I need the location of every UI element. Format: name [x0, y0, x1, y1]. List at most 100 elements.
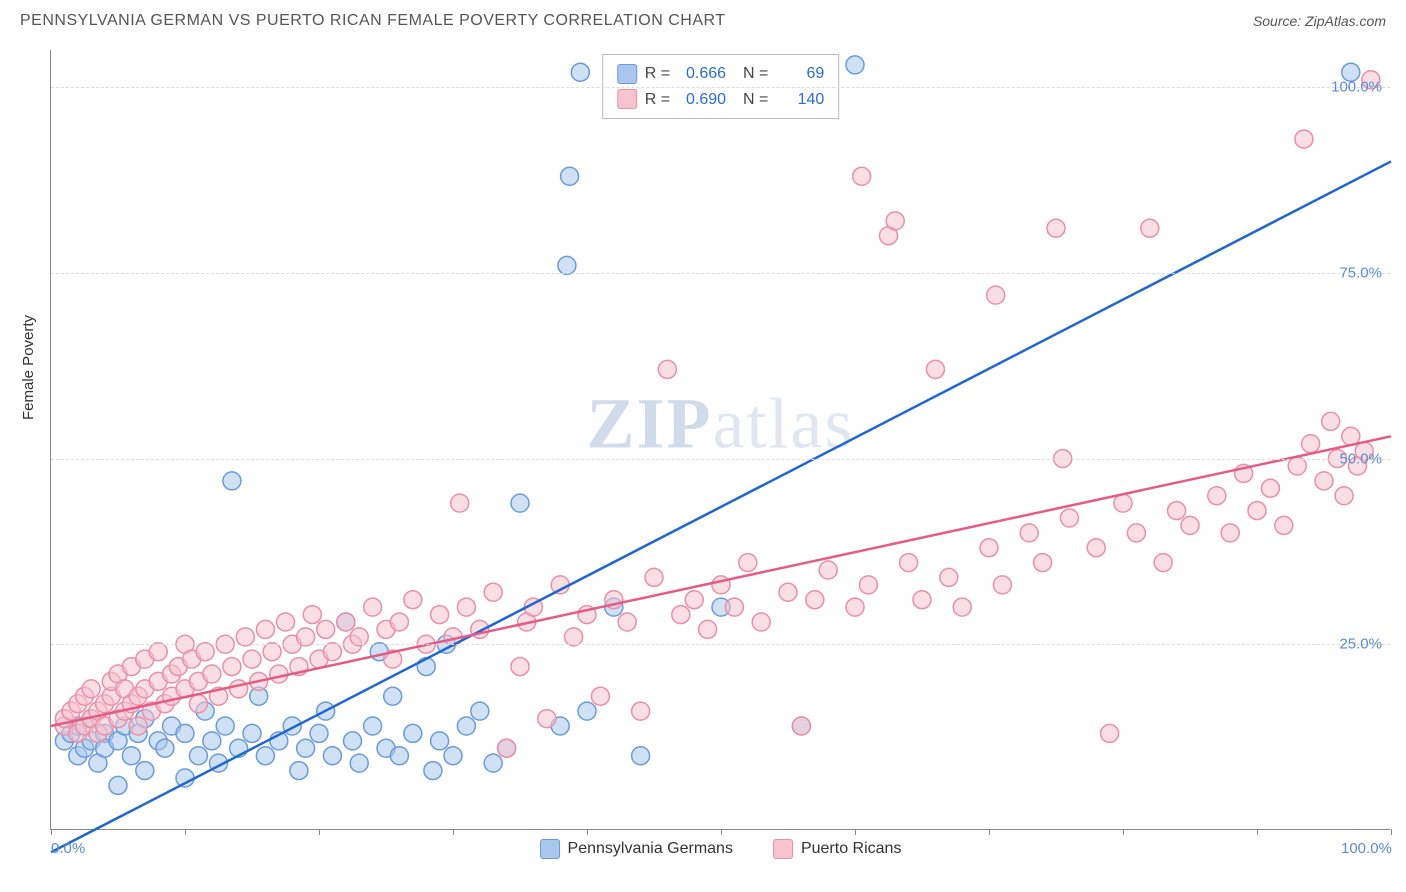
scatter-point	[779, 583, 797, 601]
scatter-point	[846, 56, 864, 74]
scatter-point	[431, 732, 449, 750]
x-tick	[185, 829, 186, 835]
scatter-point	[1261, 479, 1279, 497]
scatter-point	[1047, 219, 1065, 237]
legend-swatch	[617, 89, 637, 109]
scatter-point	[350, 754, 368, 772]
scatter-point	[806, 591, 824, 609]
scatter-point	[819, 561, 837, 579]
stat-label-n: N =	[734, 61, 768, 87]
scatter-point	[632, 702, 650, 720]
y-axis-label: Female Poverty	[20, 315, 37, 420]
scatter-point	[538, 710, 556, 728]
scatter-point	[404, 591, 422, 609]
scatter-point	[156, 739, 174, 757]
scatter-point	[122, 747, 140, 765]
gridline	[51, 459, 1390, 460]
scatter-point	[337, 613, 355, 631]
scatter-point	[511, 494, 529, 512]
scatter-point	[471, 702, 489, 720]
x-tick	[453, 829, 454, 835]
scatter-point	[109, 776, 127, 794]
x-tick	[989, 829, 990, 835]
chart-plot-area: ZIPatlas R =0.666 N =69R =0.690 N =140 P…	[50, 50, 1390, 830]
scatter-point	[484, 754, 502, 772]
plot-svg	[51, 50, 1390, 829]
scatter-point	[431, 606, 449, 624]
scatter-point	[1248, 502, 1266, 520]
x-tick	[855, 829, 856, 835]
legend-stat-row: R = 0.666 N = 69	[617, 61, 825, 87]
scatter-point	[230, 680, 248, 698]
scatter-point	[578, 702, 596, 720]
x-tick	[721, 829, 722, 835]
scatter-point	[725, 598, 743, 616]
scatter-point	[323, 747, 341, 765]
scatter-point	[1141, 219, 1159, 237]
scatter-point	[236, 628, 254, 646]
scatter-point	[451, 494, 469, 512]
scatter-point	[1208, 487, 1226, 505]
scatter-point	[364, 717, 382, 735]
scatter-point	[685, 591, 703, 609]
y-tick-label: 50.0%	[1339, 450, 1382, 467]
x-tick	[1123, 829, 1124, 835]
stat-value-r: 0.666	[678, 61, 726, 87]
scatter-point	[290, 762, 308, 780]
legend-swatch	[540, 839, 560, 859]
scatter-point	[1168, 502, 1186, 520]
stat-label-r: R =	[645, 61, 670, 87]
scatter-point	[571, 63, 589, 81]
scatter-point	[1181, 516, 1199, 534]
gridline	[51, 87, 1390, 88]
scatter-point	[364, 598, 382, 616]
scatter-point	[297, 628, 315, 646]
scatter-point	[1020, 524, 1038, 542]
legend-series: Pennsylvania Germans Puerto Ricans	[540, 839, 902, 859]
gridline	[51, 644, 1390, 645]
scatter-point	[136, 762, 154, 780]
y-tick-label: 25.0%	[1339, 636, 1382, 653]
scatter-point	[658, 360, 676, 378]
scatter-point	[310, 724, 328, 742]
x-tick	[587, 829, 588, 835]
scatter-point	[390, 747, 408, 765]
scatter-point	[561, 167, 579, 185]
scatter-point	[384, 687, 402, 705]
scatter-point	[913, 591, 931, 609]
scatter-point	[424, 762, 442, 780]
scatter-point	[263, 643, 281, 661]
scatter-point	[1295, 130, 1313, 148]
scatter-point	[591, 687, 609, 705]
scatter-point	[297, 739, 315, 757]
scatter-point	[196, 643, 214, 661]
x-tick	[1257, 829, 1258, 835]
scatter-point	[303, 606, 321, 624]
scatter-point	[752, 613, 770, 631]
scatter-point	[129, 717, 147, 735]
scatter-point	[1087, 539, 1105, 557]
x-tick	[51, 829, 52, 835]
scatter-point	[1315, 472, 1333, 490]
scatter-point	[404, 724, 422, 742]
scatter-point	[176, 724, 194, 742]
scatter-point	[987, 286, 1005, 304]
scatter-point	[1335, 487, 1353, 505]
scatter-point	[1127, 524, 1145, 542]
scatter-point	[859, 576, 877, 594]
scatter-point	[1288, 457, 1306, 475]
scatter-point	[900, 554, 918, 572]
scatter-point	[417, 658, 435, 676]
regression-line	[51, 436, 1391, 726]
stat-value-n: 69	[776, 61, 824, 87]
legend-stat-row: R =0.690 N =140	[617, 87, 825, 113]
gridline	[51, 273, 1390, 274]
scatter-point	[223, 658, 241, 676]
chart-title: PENNSYLVANIA GERMAN VS PUERTO RICAN FEMA…	[20, 12, 726, 30]
legend-label: Pennsylvania Germans	[568, 840, 733, 858]
scatter-point	[953, 598, 971, 616]
legend-item: Pennsylvania Germans	[540, 839, 733, 859]
legend-label: Puerto Ricans	[801, 840, 902, 858]
scatter-point	[189, 695, 207, 713]
scatter-point	[216, 717, 234, 735]
